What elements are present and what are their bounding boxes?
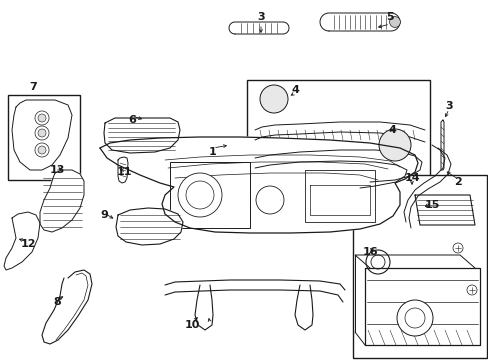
Circle shape — [38, 114, 46, 122]
Polygon shape — [116, 208, 183, 245]
Text: 5: 5 — [386, 12, 393, 22]
Text: 8: 8 — [53, 297, 61, 307]
Circle shape — [35, 143, 49, 157]
Text: 12: 12 — [20, 239, 36, 249]
Text: 3: 3 — [444, 101, 452, 111]
Text: 14: 14 — [404, 173, 419, 183]
Bar — [8, 95, 80, 180]
Circle shape — [256, 186, 284, 214]
Circle shape — [35, 126, 49, 140]
Polygon shape — [40, 170, 84, 232]
Circle shape — [370, 255, 384, 269]
Bar — [305, 170, 374, 222]
Text: 11: 11 — [116, 167, 131, 177]
Bar — [352, 175, 486, 358]
Circle shape — [466, 285, 476, 295]
Polygon shape — [12, 100, 72, 170]
Text: 10: 10 — [184, 320, 199, 330]
Circle shape — [389, 17, 400, 27]
Text: 3: 3 — [257, 12, 264, 22]
Circle shape — [365, 250, 389, 274]
Polygon shape — [4, 212, 40, 270]
Circle shape — [185, 181, 214, 209]
Polygon shape — [414, 195, 474, 225]
Polygon shape — [364, 268, 479, 345]
Circle shape — [404, 308, 424, 328]
Text: 1: 1 — [209, 147, 217, 157]
Text: 4: 4 — [387, 125, 395, 135]
Text: 6: 6 — [128, 115, 136, 125]
Text: 2: 2 — [453, 177, 461, 187]
Circle shape — [178, 173, 222, 217]
Text: 9: 9 — [100, 210, 108, 220]
Circle shape — [452, 243, 462, 253]
Polygon shape — [228, 22, 288, 34]
Polygon shape — [42, 270, 92, 344]
Text: 13: 13 — [49, 165, 64, 175]
Polygon shape — [100, 137, 417, 233]
Polygon shape — [118, 157, 128, 183]
Circle shape — [396, 300, 432, 336]
Circle shape — [378, 129, 410, 161]
Text: 7: 7 — [29, 82, 37, 92]
Circle shape — [35, 111, 49, 125]
Text: 4: 4 — [290, 85, 298, 95]
Text: 16: 16 — [363, 247, 378, 257]
Circle shape — [260, 85, 287, 113]
Polygon shape — [440, 120, 443, 170]
Circle shape — [38, 129, 46, 137]
Bar — [246, 80, 429, 210]
Polygon shape — [319, 13, 399, 31]
Text: 15: 15 — [424, 200, 439, 210]
Circle shape — [38, 146, 46, 154]
Bar — [170, 162, 249, 228]
Polygon shape — [104, 118, 180, 153]
